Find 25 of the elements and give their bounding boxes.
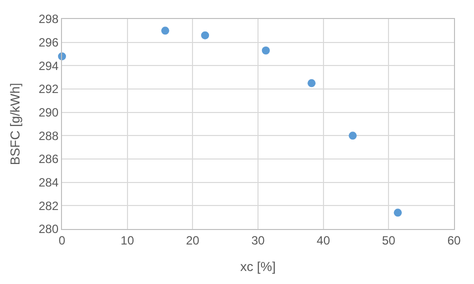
y-tick-label: 292 <box>38 82 59 96</box>
x-tick-label: 10 <box>120 233 134 248</box>
point <box>201 31 210 40</box>
y-tick-label: 298 <box>38 12 59 26</box>
x-axis-title: xc [%] <box>240 259 276 274</box>
y-tick-label: 294 <box>38 58 59 73</box>
point <box>394 208 402 217</box>
point <box>348 132 357 140</box>
x-tick-label: 60 <box>447 233 461 248</box>
x-tick-label: 50 <box>382 233 396 248</box>
point <box>308 79 316 88</box>
y-tick-label: 286 <box>38 152 59 166</box>
y-tick-label: 290 <box>38 106 59 120</box>
y-tick-label: 296 <box>38 36 59 50</box>
point <box>262 46 270 54</box>
y-tick-label: 288 <box>38 128 59 143</box>
x-tick-label: 0 <box>58 233 66 248</box>
x-tick-label: 30 <box>251 233 265 248</box>
x-tick-label: 20 <box>186 233 200 248</box>
y-tick-label: 282 <box>38 198 59 213</box>
x-tick-label: 40 <box>316 233 330 248</box>
point <box>161 26 170 35</box>
y-tick-label: 280 <box>38 222 59 236</box>
y-axis-title: BSFC [g/kWh] <box>8 82 23 166</box>
y-tick-label: 284 <box>38 176 59 190</box>
